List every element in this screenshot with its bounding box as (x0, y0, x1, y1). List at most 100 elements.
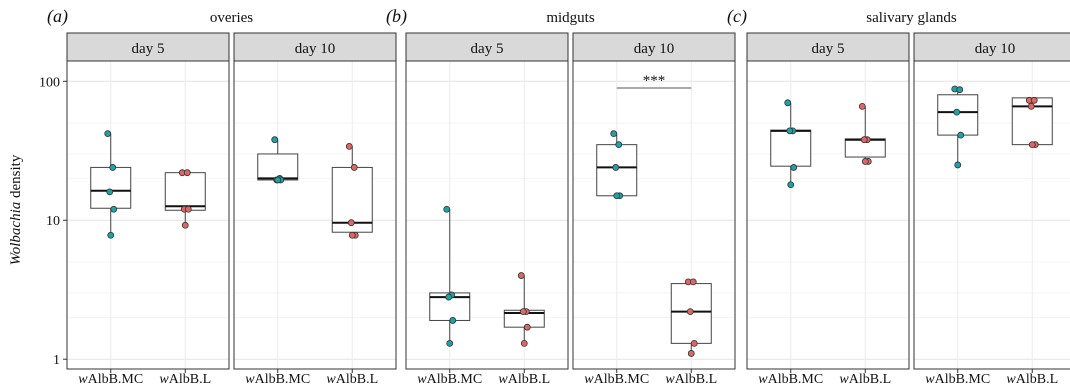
data-point (109, 164, 117, 171)
data-point (445, 293, 453, 301)
x-tick-label-rest: AlbB.MC (768, 372, 824, 387)
x-tick-label: wAlbB.L (326, 372, 378, 387)
x-tick-label-prefix: w (417, 372, 427, 387)
x-tick-label-rest: AlbB.L (1016, 372, 1058, 387)
x-tick-label: wAlbB.MC (417, 372, 482, 387)
x-tick-label: wAlbB.L (498, 372, 550, 387)
facet-panel: day 5 wAlbB.MC wAlbB.L (405, 32, 569, 387)
data-point (523, 323, 531, 331)
x-tick-label-prefix: w (326, 372, 336, 387)
x-tick-label-prefix: w (758, 372, 768, 387)
panel-title: salivary glands (866, 10, 957, 26)
data-point (787, 181, 795, 189)
x-tick-label-rest: AlbB.L (336, 372, 378, 387)
data-point (184, 205, 192, 213)
facet-strip-label: day 10 (634, 41, 674, 57)
x-tick-label: wAlbB.MC (758, 372, 823, 387)
x-tick-label-prefix: w (78, 372, 88, 387)
data-point (517, 272, 525, 279)
data-point (615, 141, 623, 149)
facet-strip (572, 32, 736, 62)
x-tick-label: wAlbB.L (1006, 372, 1058, 387)
data-point (784, 99, 792, 107)
facet-panel: day 10***wAlbB.MC wAlbB.L (572, 32, 736, 387)
data-point (110, 205, 118, 213)
data-point (446, 339, 454, 347)
data-point (860, 136, 868, 144)
x-tick-label-prefix: w (498, 372, 508, 387)
x-tick-label-prefix: w (839, 372, 849, 387)
data-point (690, 339, 698, 347)
x-tick-label-rest: AlbB.L (849, 372, 891, 387)
facet-strip-label: day 5 (812, 41, 845, 57)
panel-label: (a) (47, 6, 68, 27)
x-tick-label-rest: AlbB.L (169, 372, 211, 387)
panel-label: (c) (727, 6, 747, 27)
data-point (345, 143, 353, 150)
facet-strip (913, 32, 1070, 62)
box-iqr (770, 129, 812, 167)
x-tick-label: wAlbB.MC (78, 372, 143, 387)
x-tick-label: wAlbB.MC (245, 372, 310, 387)
y-axis-label-italic: Wolbachia (8, 202, 24, 266)
y-axis-label: Wolbachia density (8, 154, 24, 265)
x-tick-label: wAlbB.MC (925, 372, 990, 387)
data-point (613, 192, 621, 200)
x-tick-label: wAlbB.L (665, 372, 717, 387)
facet-strip-label: day 5 (471, 41, 504, 57)
data-point (181, 221, 189, 229)
data-point (519, 308, 527, 316)
data-point (612, 164, 620, 171)
box-iqr (164, 172, 206, 211)
data-point (861, 158, 869, 165)
panel-label: (b) (386, 6, 407, 27)
data-point (183, 169, 191, 177)
facet-strip (233, 32, 397, 62)
data-point (786, 127, 794, 135)
x-tick-label-rest: AlbB.L (675, 372, 717, 387)
data-point (957, 131, 965, 139)
panel-title: overies (210, 10, 253, 26)
facet-plot-bg (67, 61, 229, 369)
x-tick-label: wAlbB.L (839, 372, 891, 387)
data-point (271, 136, 279, 144)
x-tick-label-rest: AlbB.MC (935, 372, 991, 387)
data-point (443, 205, 451, 213)
x-tick-label-rest: AlbB.MC (255, 372, 311, 387)
facet-frame (66, 60, 230, 370)
data-point (610, 130, 618, 138)
x-tick-label: wAlbB.L (159, 372, 211, 387)
data-point (1027, 102, 1035, 110)
data-point (790, 164, 798, 171)
data-point (689, 278, 697, 286)
facet-frame (233, 60, 397, 370)
facet-frame (746, 60, 910, 370)
y-tick-label: 10 (46, 214, 60, 229)
facet-strip (746, 32, 910, 62)
data-point (449, 317, 457, 324)
x-tick-label-prefix: w (159, 372, 169, 387)
data-point (956, 86, 964, 94)
data-point (274, 176, 282, 184)
facet-strip (66, 32, 230, 62)
data-point (686, 308, 694, 316)
box-iqr (90, 166, 132, 209)
x-tick-label-prefix: w (1006, 372, 1016, 387)
facet-frame (913, 60, 1070, 370)
box-iqr (257, 153, 299, 181)
x-tick-label-prefix: w (665, 372, 675, 387)
data-point (104, 130, 112, 138)
significance-label: *** (643, 73, 666, 89)
x-tick-label-prefix: w (245, 372, 255, 387)
data-point (107, 231, 115, 239)
data-point (954, 161, 962, 169)
data-point (350, 164, 358, 171)
facet-strip-label: day 10 (295, 41, 335, 57)
data-point (1030, 96, 1038, 104)
data-point (106, 188, 114, 196)
